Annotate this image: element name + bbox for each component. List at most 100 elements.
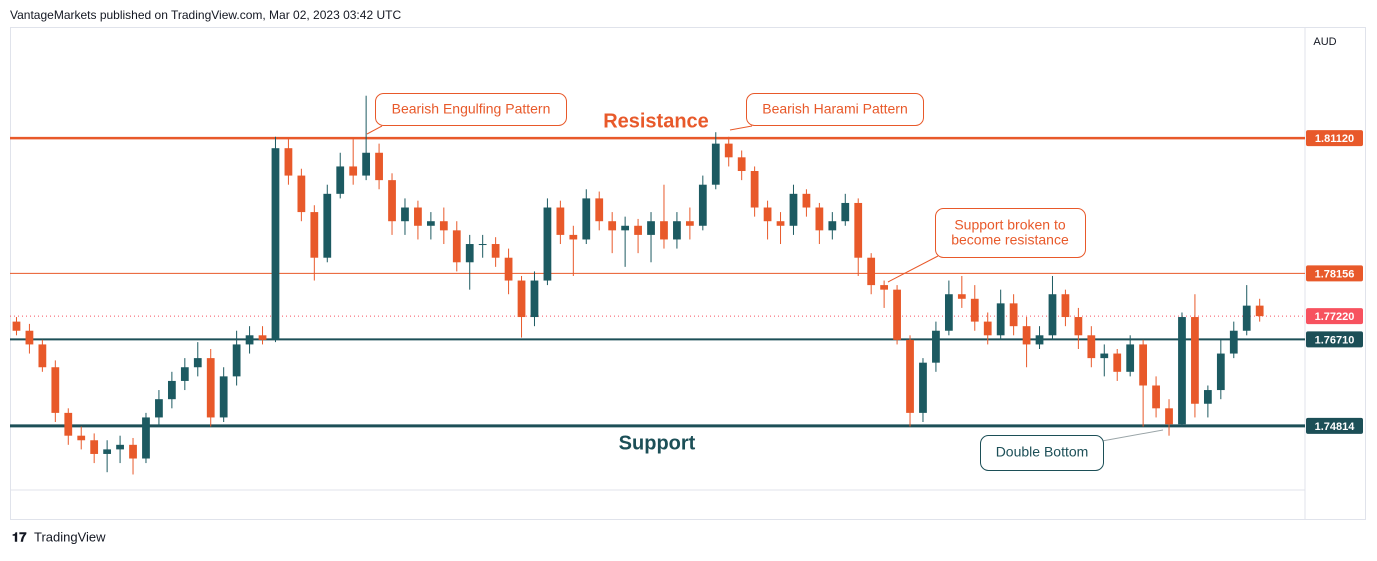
- price-badge: [1306, 331, 1363, 348]
- candle-body: [906, 339, 914, 413]
- candle-body: [284, 148, 293, 176]
- candle-body: [1113, 353, 1122, 372]
- candle-body: [608, 221, 617, 231]
- candle-body: [362, 152, 371, 176]
- candle-body: [142, 417, 150, 459]
- callout-box: [980, 435, 1104, 471]
- candle-body: [504, 257, 513, 281]
- candle-body: [491, 244, 500, 258]
- candle-body: [854, 202, 863, 258]
- candle-body: [530, 280, 539, 318]
- price-badge-label: 1.77220: [1315, 311, 1355, 323]
- candle-body: [12, 321, 21, 331]
- candle-body: [1255, 305, 1264, 317]
- candle-body: [349, 166, 358, 176]
- candle-body: [336, 166, 345, 194]
- candle-body: [1152, 385, 1160, 409]
- candle-body: [944, 294, 953, 331]
- candle-body: [932, 330, 940, 363]
- price-badge: [1306, 130, 1363, 147]
- candle-body: [750, 171, 759, 208]
- callout-pointer: [366, 125, 383, 135]
- candle-body: [621, 225, 630, 231]
- candle-body: [569, 234, 578, 240]
- candle-body: [1191, 317, 1199, 404]
- candle-body: [996, 303, 1005, 336]
- candle-body: [258, 335, 267, 340]
- resistance-label: Resistance: [603, 110, 709, 132]
- callout-text: become resistance: [951, 232, 1069, 248]
- candle-body: [1087, 335, 1096, 359]
- candle-body: [323, 193, 332, 258]
- candle-body: [310, 212, 319, 258]
- candle-body: [1061, 294, 1070, 318]
- candle-body: [103, 449, 112, 454]
- candle-body: [582, 198, 591, 240]
- price-badge: [1306, 265, 1363, 282]
- callout-text: Bearish Harami Pattern: [762, 101, 908, 117]
- candle-body: [867, 257, 876, 286]
- candle-body: [1126, 344, 1135, 372]
- candle-body: [51, 367, 60, 413]
- candle-body: [193, 358, 202, 368]
- candle-body: [673, 221, 681, 240]
- price-badge-label: 1.78156: [1315, 268, 1355, 280]
- candle-body: [167, 380, 176, 400]
- candle-body: [401, 207, 409, 222]
- candle-body: [206, 358, 215, 418]
- support-label: Support: [619, 432, 696, 454]
- candle-body: [90, 440, 99, 454]
- candle-body: [439, 221, 448, 231]
- candle-body: [595, 198, 604, 222]
- callout-box: [375, 93, 567, 126]
- candle-body: [1074, 317, 1083, 336]
- candle-body: [1139, 344, 1148, 386]
- candle-body: [660, 221, 668, 240]
- callout-text: Bearish Engulfing Pattern: [392, 101, 551, 117]
- price-badge: [1306, 308, 1363, 325]
- callout-pointer: [1101, 429, 1164, 442]
- callout-box: [746, 93, 924, 126]
- candle-body: [1022, 326, 1031, 345]
- candle-body: [478, 244, 487, 246]
- candle-body: [245, 335, 254, 345]
- candle-body: [297, 175, 306, 213]
- candle-body: [414, 207, 422, 226]
- candle-body: [543, 207, 552, 281]
- price-badge: [1306, 417, 1363, 434]
- candle-body: [647, 221, 655, 235]
- brand: TradingView: [34, 529, 106, 544]
- candle-body: [983, 321, 992, 336]
- candle-body: [25, 330, 34, 345]
- callout-box: [935, 208, 1086, 258]
- callout-text: Double Bottom: [996, 444, 1089, 460]
- candle-body: [1165, 408, 1173, 425]
- price-badge-label: 1.76710: [1315, 334, 1355, 346]
- candle-body: [1216, 353, 1225, 391]
- callout-pointer: [729, 125, 753, 131]
- candle-body: [426, 221, 435, 226]
- annotations: Bearish Engulfing Pattern Resistance Bea…: [366, 93, 1164, 471]
- candle-body: [957, 294, 966, 299]
- candle-body: [556, 207, 565, 235]
- publisher-header: VantageMarkets published on TradingView.…: [10, 8, 401, 22]
- callout-text: Support broken to: [954, 217, 1066, 233]
- candle-body: [634, 225, 642, 235]
- candle-body: [763, 207, 772, 222]
- candle-body: [155, 399, 163, 418]
- candle-body: [1035, 335, 1044, 345]
- candle-body: [77, 435, 86, 441]
- candle-body: [802, 193, 811, 208]
- callout-pointer: [887, 255, 939, 283]
- candle-body: [685, 221, 694, 226]
- logo-mark: 𝟏𝟕: [12, 529, 27, 544]
- candle-body: [452, 230, 461, 263]
- candle-body: [1100, 353, 1109, 359]
- candle-body: [724, 143, 733, 158]
- candle-body: [1203, 390, 1212, 404]
- candle-body: [271, 148, 280, 340]
- candle-body: [776, 221, 785, 226]
- candle-body: [1048, 294, 1057, 336]
- candle-body: [815, 207, 824, 231]
